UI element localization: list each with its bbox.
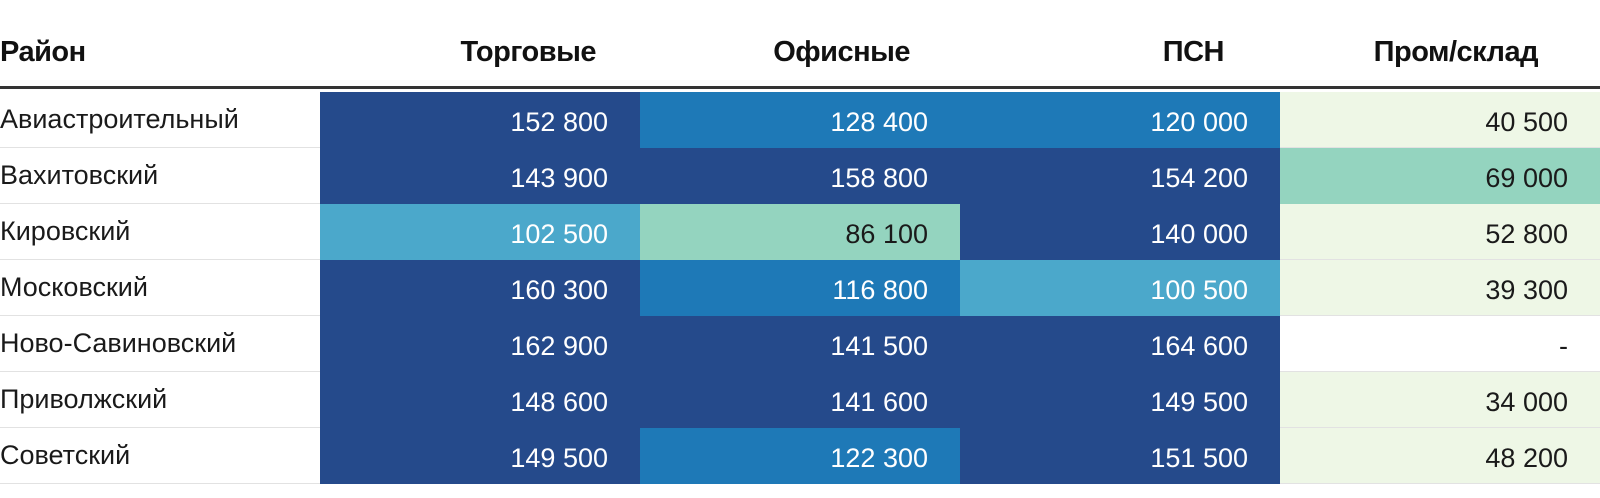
cell-retail: 152 800 bbox=[320, 92, 640, 148]
district-name: Московский bbox=[0, 260, 320, 316]
district-name: Авиастроительный bbox=[0, 92, 320, 148]
table-row: Кировский 102 500 86 100 140 000 52 800 bbox=[0, 204, 1600, 260]
table-row: Приволжский 148 600 141 600 149 500 34 000 bbox=[0, 372, 1600, 428]
cell-psn: 151 500 bbox=[960, 428, 1280, 484]
cell-industrial: 52 800 bbox=[1280, 204, 1600, 260]
cell-retail: 160 300 bbox=[320, 260, 640, 316]
cell-office: 122 300 bbox=[640, 428, 960, 484]
header-psn: ПСН bbox=[1162, 36, 1225, 68]
cell-industrial: 34 000 bbox=[1280, 372, 1600, 428]
cell-industrial: 69 000 bbox=[1280, 148, 1600, 204]
cell-office: 86 100 bbox=[640, 204, 960, 260]
cell-industrial: 39 300 bbox=[1280, 260, 1600, 316]
header-office: Офисные bbox=[773, 36, 910, 68]
district-name: Приволжский bbox=[0, 372, 320, 428]
table-row: Советский 149 500 122 300 151 500 48 200 bbox=[0, 428, 1600, 484]
cell-industrial: 40 500 bbox=[1280, 92, 1600, 148]
cell-psn: 120 000 bbox=[960, 92, 1280, 148]
table-header: Район Торговые Офисные ПСН Пром/склад bbox=[0, 0, 1600, 89]
cell-retail: 162 900 bbox=[320, 316, 640, 372]
table-row: Вахитовский 143 900 158 800 154 200 69 000 bbox=[0, 148, 1600, 204]
table-row: Авиастроительный 152 800 128 400 120 000 40 … bbox=[0, 92, 1600, 148]
cell-retail: 102 500 bbox=[320, 204, 640, 260]
cell-psn: 100 500 bbox=[960, 260, 1280, 316]
cell-office: 141 600 bbox=[640, 372, 960, 428]
header-district: Район bbox=[0, 36, 86, 68]
district-name: Кировский bbox=[0, 204, 320, 260]
district-name: Вахитовский bbox=[0, 148, 320, 204]
table-row: Ново-Савиновский 162 900 141 500 164 600- bbox=[0, 316, 1600, 372]
cell-psn: 140 000 bbox=[960, 204, 1280, 260]
cell-retail: 149 500 bbox=[320, 428, 640, 484]
district-name: Советский bbox=[0, 428, 320, 484]
cell-industrial: 48 200 bbox=[1280, 428, 1600, 484]
cell-office: 158 800 bbox=[640, 148, 960, 204]
table-row: Московский 160 300 116 800 100 500 39 300 bbox=[0, 260, 1600, 316]
cell-retail: 148 600 bbox=[320, 372, 640, 428]
header-industrial: Пром/склад bbox=[1373, 36, 1539, 68]
header-retail: Торговые bbox=[460, 36, 597, 68]
cell-psn: 164 600 bbox=[960, 316, 1280, 372]
cell-retail: 143 900 bbox=[320, 148, 640, 204]
district-name: Ново-Савиновский bbox=[0, 316, 320, 372]
cell-office: 128 400 bbox=[640, 92, 960, 148]
cell-psn: 154 200 bbox=[960, 148, 1280, 204]
cell-office: 141 500 bbox=[640, 316, 960, 372]
cell-industrial: - bbox=[1280, 316, 1600, 372]
cell-office: 116 800 bbox=[640, 260, 960, 316]
cell-psn: 149 500 bbox=[960, 372, 1280, 428]
